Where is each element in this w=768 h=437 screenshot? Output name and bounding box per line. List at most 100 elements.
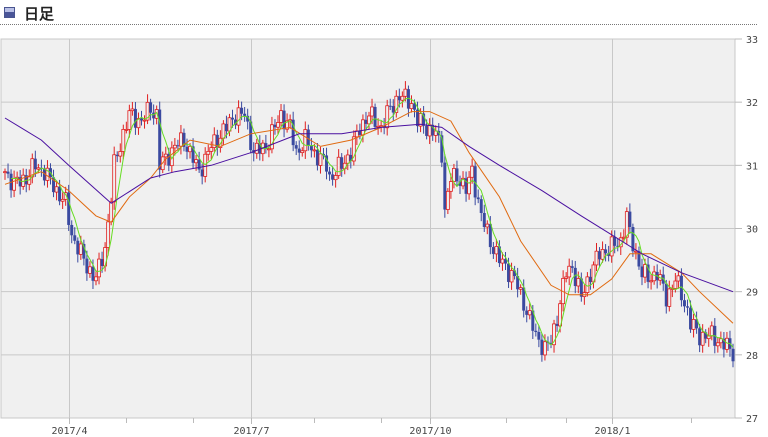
candle-down: [24, 175, 28, 185]
candle-up: [3, 171, 7, 174]
candle-down: [85, 258, 89, 274]
candle-up: [600, 249, 605, 260]
candle-down: [440, 135, 444, 163]
candle-down: [664, 283, 668, 307]
candle-down: [297, 148, 301, 153]
candle-up: [367, 115, 371, 125]
candle-up: [60, 198, 65, 202]
candle-up: [97, 258, 101, 278]
candle-down: [491, 247, 495, 254]
candle-up: [312, 149, 317, 152]
candle-up: [136, 118, 141, 129]
candle-down: [689, 307, 693, 330]
candle-up: [370, 106, 374, 117]
candle-up: [461, 177, 465, 187]
candle-down: [340, 157, 344, 169]
candle-down: [133, 108, 137, 128]
candle-down: [464, 178, 468, 194]
candle-down: [152, 112, 156, 119]
candle-down: [479, 199, 483, 213]
candle-up: [300, 150, 305, 154]
candle-up: [558, 303, 562, 327]
candle-down: [422, 113, 426, 126]
candle-down: [185, 146, 189, 152]
candle-up: [376, 125, 381, 128]
candle-down: [704, 332, 708, 339]
candle-up: [691, 319, 696, 330]
candle-down: [722, 338, 726, 350]
candle-down: [224, 123, 228, 132]
candle-down: [70, 224, 74, 236]
y-tick-label: 27: [746, 414, 758, 425]
candle-up: [333, 175, 338, 181]
candle-up: [518, 287, 523, 290]
candle-down: [425, 125, 429, 136]
candle-up: [361, 119, 365, 136]
candle-down: [570, 266, 574, 268]
candle-up: [106, 221, 111, 248]
y-tick-label: 30: [746, 225, 758, 236]
chart-title: 日足: [24, 5, 55, 23]
candle-down: [18, 177, 22, 187]
candle-down: [476, 197, 480, 200]
y-tick-label: 31: [746, 161, 758, 172]
candle-up: [445, 190, 450, 210]
candle-up: [452, 168, 456, 182]
x-tick-label: 2017/4: [51, 426, 87, 437]
candle-up: [270, 124, 274, 150]
candle-down: [234, 119, 238, 126]
candle-down: [315, 149, 319, 166]
chart-header: 日足: [0, 0, 768, 26]
candle-down: [679, 275, 683, 301]
candle-up: [266, 148, 271, 151]
candle-down: [349, 154, 353, 161]
candle-up: [54, 186, 59, 193]
candle-down: [149, 102, 153, 113]
candle-down: [682, 300, 686, 307]
candle-down: [243, 113, 247, 116]
y-tick-label: 29: [746, 288, 758, 299]
candle-down: [731, 348, 735, 362]
candle-down: [358, 130, 362, 135]
candle-up: [409, 103, 414, 110]
candle-down: [388, 105, 392, 107]
candle-up: [500, 258, 505, 264]
header-divider: [0, 24, 757, 25]
candle-down: [416, 109, 420, 127]
x-tick-label: 2017/10: [409, 426, 451, 437]
candle-up: [351, 136, 356, 162]
candle-up: [394, 95, 399, 113]
candle-up: [345, 154, 350, 164]
candle-down: [573, 267, 577, 286]
candle-up: [130, 108, 135, 112]
candle-down: [240, 107, 244, 114]
candle-down: [191, 146, 195, 163]
candle-up: [400, 95, 405, 101]
candle-down: [294, 145, 298, 149]
candle-up: [700, 331, 705, 346]
candle-down: [695, 319, 699, 329]
candle-up: [649, 280, 653, 283]
candle-up: [318, 153, 323, 166]
candle-down: [525, 310, 529, 315]
x-tick-label: 2017/7: [233, 426, 269, 437]
candle-up: [179, 132, 183, 147]
candle-up: [718, 338, 723, 344]
candle-down: [504, 259, 507, 264]
candle-up: [12, 177, 17, 191]
candle-down: [100, 259, 104, 266]
candle-down: [686, 306, 689, 308]
candle-down: [115, 154, 119, 157]
candle-down: [249, 121, 253, 151]
candle-up: [285, 120, 290, 130]
candle-up: [94, 276, 98, 282]
candle-down: [331, 174, 335, 180]
candle-down: [328, 171, 332, 175]
candle-down: [488, 224, 492, 248]
candle-up: [594, 250, 599, 266]
candle-down: [516, 276, 520, 290]
ma-long-line: [4, 117, 734, 293]
candle-up: [194, 159, 199, 164]
ma-short-line: [11, 97, 734, 348]
